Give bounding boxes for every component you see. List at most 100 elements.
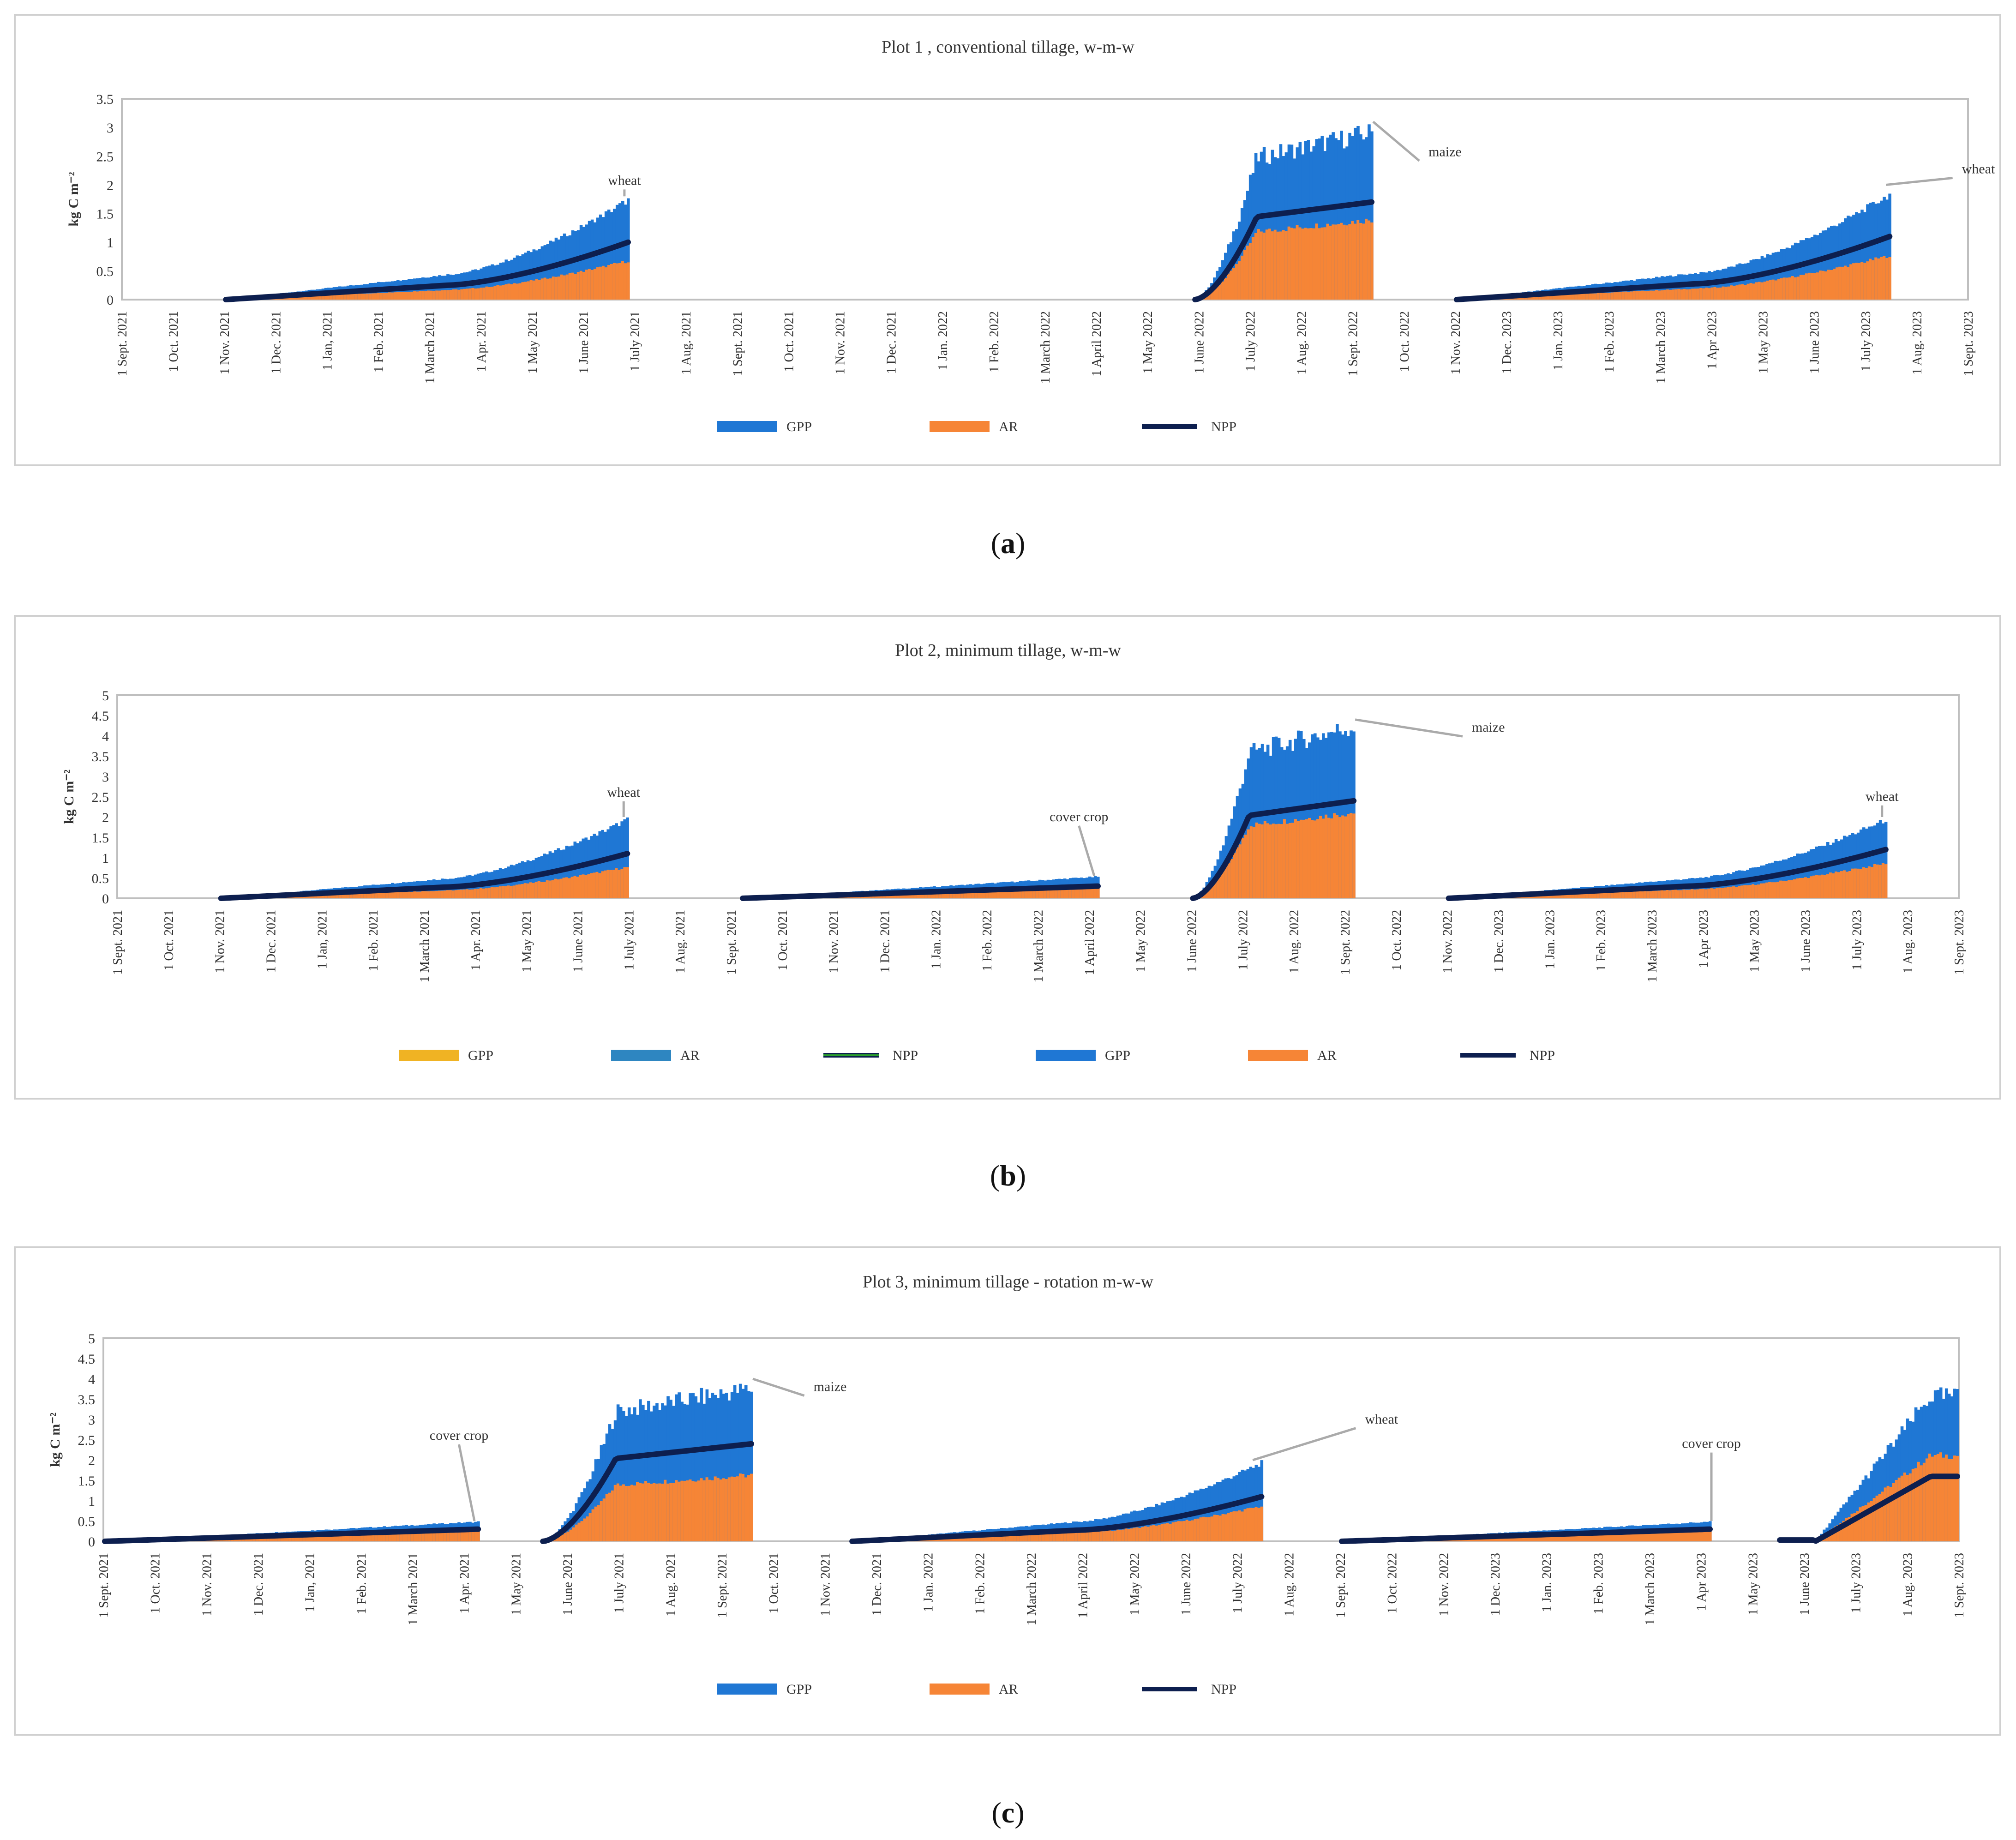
- ar-bar: [741, 1473, 745, 1541]
- ar-bar: [1702, 889, 1705, 898]
- ar-bar: [1807, 272, 1811, 300]
- ar-bar: [924, 893, 928, 898]
- ar-bar: [1021, 890, 1025, 898]
- ar-bar: [452, 1533, 455, 1541]
- ar-bar: [510, 885, 513, 898]
- gpp-bar: [588, 1479, 592, 1541]
- gpp-bar: [1877, 203, 1880, 300]
- ar-bar: [338, 894, 342, 898]
- ar-bar: [1873, 864, 1877, 898]
- ar-bar: [1345, 225, 1349, 300]
- ar-bar: [1035, 890, 1039, 898]
- chart-3-svg: Plot 3, minimum tillage - rotation m-w-w…: [48, 1272, 1967, 1697]
- ar-bar: [1859, 869, 1863, 898]
- ar-bar: [930, 893, 933, 898]
- y-tick-label: 3.5: [96, 92, 114, 107]
- gpp-bar: [1856, 832, 1860, 898]
- ar-bar: [1872, 260, 1875, 300]
- ar-bar: [658, 1483, 661, 1541]
- ar-bar: [615, 868, 618, 898]
- gpp-bar: [1348, 132, 1351, 300]
- gpp-bar: [608, 1424, 612, 1541]
- gpp-bar: [1752, 259, 1756, 300]
- annotation-label: wheat: [607, 785, 640, 800]
- gpp-bar: [678, 1392, 681, 1541]
- ar-bar: [579, 875, 582, 898]
- ar-bar: [626, 867, 629, 898]
- gpp-bar: [1158, 1505, 1161, 1541]
- ar-bar: [1354, 223, 1357, 300]
- ar-bar: [1956, 1455, 1959, 1541]
- ar-bar: [1820, 874, 1824, 898]
- ar-bar: [1566, 295, 1570, 300]
- gpp-bar: [1820, 846, 1824, 898]
- npp-line: [740, 883, 1101, 901]
- ar-bar: [1002, 1535, 1006, 1541]
- gpp-bar: [612, 209, 616, 300]
- ar-bar: [430, 290, 433, 300]
- ar-bar: [621, 261, 624, 300]
- ar-bar: [390, 292, 394, 300]
- gpp-bar: [513, 258, 516, 300]
- ar-bar: [302, 296, 306, 300]
- ar-bar: [1347, 814, 1350, 898]
- ar-bar: [650, 1484, 653, 1541]
- gpp-bar: [633, 1407, 636, 1541]
- ar-bar: [1842, 1521, 1846, 1541]
- x-tick-label: 1 March 2023: [1643, 1553, 1657, 1625]
- ar-bar: [413, 291, 416, 300]
- ar-bar: [1831, 1528, 1835, 1541]
- ar-bar: [1769, 280, 1772, 300]
- ar-bar: [1094, 1531, 1098, 1541]
- ar-bar: [1202, 893, 1206, 898]
- x-tick-label: 1 Jan, 2021: [303, 1553, 318, 1612]
- ar-bar: [599, 266, 602, 300]
- ar-bar: [1630, 291, 1633, 300]
- crop-series-late: [1777, 1387, 1960, 1544]
- ar-bar: [960, 892, 964, 898]
- ar-bar: [1746, 885, 1749, 898]
- gpp-bar: [1776, 861, 1780, 898]
- gpp-bar: [1302, 739, 1306, 898]
- ar-bar: [575, 1524, 578, 1541]
- ar-bar: [1861, 1506, 1865, 1541]
- gpp-bar: [518, 256, 522, 300]
- gpp-bar: [1344, 731, 1347, 898]
- ar-bar: [1249, 826, 1253, 898]
- ar-bar: [537, 881, 541, 898]
- gpp-bar: [527, 251, 530, 300]
- gpp-bar: [1796, 243, 1800, 300]
- ar-bar: [1880, 257, 1883, 300]
- ar-bar: [366, 1534, 370, 1541]
- ar-bar: [1545, 1536, 1548, 1541]
- gpp-bar: [1866, 204, 1869, 300]
- ar-bar: [1188, 1521, 1192, 1541]
- gpp-bar: [1858, 213, 1861, 300]
- ar-bar: [1044, 1533, 1048, 1541]
- ar-bar: [1824, 271, 1828, 300]
- gpp-bar: [1831, 842, 1835, 898]
- plot-area-frame: [116, 694, 1960, 899]
- gpp-bar: [1298, 142, 1302, 300]
- ar-bar: [438, 890, 441, 898]
- ar-bar: [1536, 895, 1539, 898]
- ar-bar: [1681, 1532, 1684, 1541]
- ar-bar: [1005, 891, 1008, 898]
- gpp-bar: [1296, 730, 1300, 898]
- npp-line: [1339, 1526, 1713, 1544]
- ar-bar: [999, 891, 1003, 898]
- gpp-bar: [719, 1389, 723, 1541]
- ar-bar: [529, 280, 533, 300]
- ar-bar: [1567, 1535, 1571, 1541]
- gpp-bar: [1815, 846, 1818, 898]
- ar-bar: [1177, 1521, 1181, 1541]
- ar-bar: [1738, 284, 1742, 300]
- gpp-bar: [697, 1402, 701, 1541]
- y-tick-label: 2: [88, 1453, 95, 1468]
- gpp-bar: [1818, 846, 1821, 898]
- ar-bar: [363, 294, 366, 300]
- ar-bar: [1216, 286, 1219, 300]
- ar-bar: [627, 1485, 631, 1541]
- gpp-bar: [611, 1429, 614, 1541]
- ar-bar: [922, 893, 925, 898]
